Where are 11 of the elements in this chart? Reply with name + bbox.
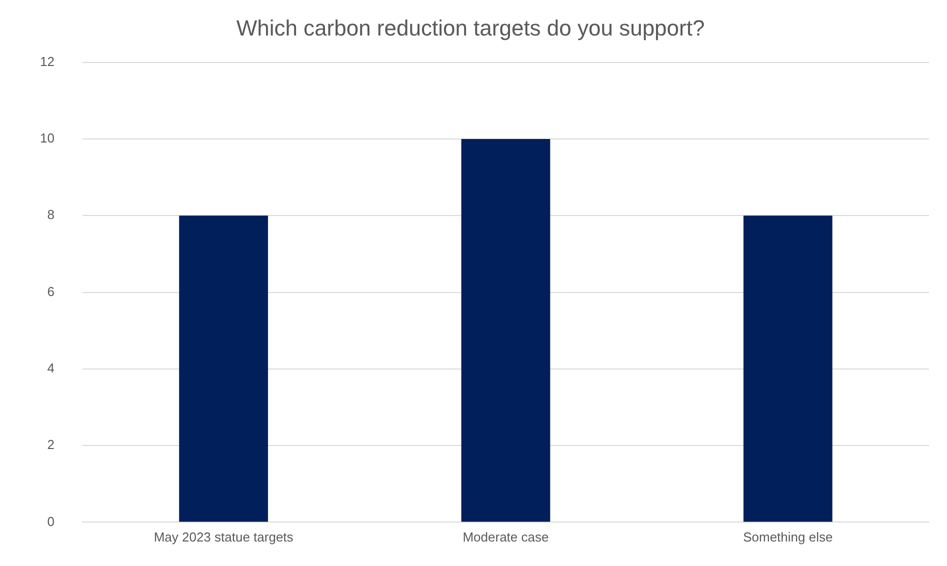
y-tick-label: 8 xyxy=(47,207,54,222)
y-tick-label: 10 xyxy=(40,130,54,146)
x-tick-label: Moderate case xyxy=(462,530,549,545)
y-tick-label: 6 xyxy=(47,284,54,299)
x-tick-label: Something else xyxy=(743,530,833,545)
y-tick-label: 2 xyxy=(47,437,54,452)
x-tick-label: May 2023 statue targets xyxy=(154,530,294,545)
y-tick-label: 12 xyxy=(40,54,54,69)
chart-title: Which carbon reduction targets do you support? xyxy=(236,15,705,40)
y-tick-label: 0 xyxy=(47,514,54,529)
y-tick-label: 4 xyxy=(47,360,54,376)
